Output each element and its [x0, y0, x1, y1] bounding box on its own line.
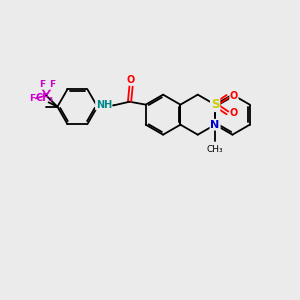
Text: O: O [127, 75, 135, 85]
Text: CF₃: CF₃ [36, 94, 54, 103]
Text: F: F [29, 94, 35, 103]
Text: F: F [39, 80, 45, 89]
Text: NH: NH [96, 100, 112, 110]
Text: O: O [230, 108, 238, 118]
Text: CH₃: CH₃ [207, 145, 224, 154]
Text: F: F [49, 80, 56, 89]
Text: N: N [211, 120, 220, 130]
Text: O: O [230, 92, 238, 101]
Text: S: S [211, 98, 219, 111]
